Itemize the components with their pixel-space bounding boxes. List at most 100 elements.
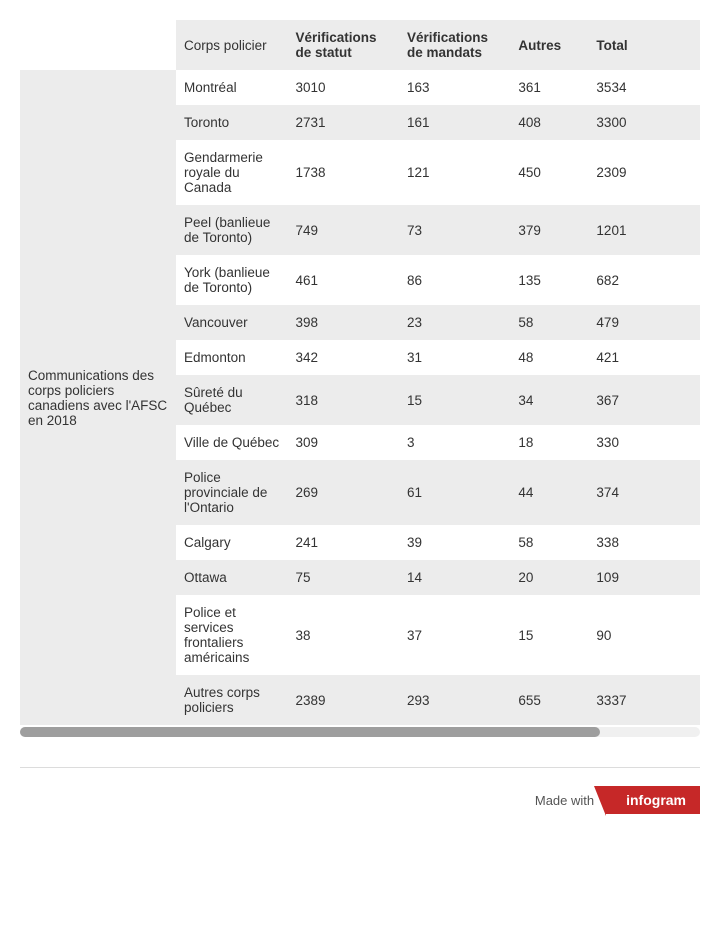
- cell-name: Police provinciale de l'Ontario: [176, 460, 287, 525]
- infogram-badge[interactable]: infogram: [606, 786, 700, 814]
- cell-autres: 655: [510, 675, 588, 725]
- cell-blank: [684, 70, 700, 105]
- cell-mandats: 31: [399, 340, 510, 375]
- table-header-row: Corps policier Vérifications de statut V…: [20, 20, 700, 70]
- cell-blank: [666, 425, 684, 460]
- cell-autres: 20: [510, 560, 588, 595]
- cell-statut: 2389: [288, 675, 399, 725]
- cell-autres: 408: [510, 105, 588, 140]
- cell-total: 479: [588, 305, 666, 340]
- cell-name: Sûreté du Québec: [176, 375, 287, 425]
- cell-mandats: 73: [399, 205, 510, 255]
- cell-statut: 3010: [288, 70, 399, 105]
- cell-blank: [666, 560, 684, 595]
- cell-total: 1201: [588, 205, 666, 255]
- cell-total: 367: [588, 375, 666, 425]
- cell-name: Edmonton: [176, 340, 287, 375]
- cell-blank: [684, 525, 700, 560]
- cell-autres: 58: [510, 525, 588, 560]
- cell-blank: [684, 595, 700, 675]
- cell-blank: [666, 105, 684, 140]
- col-header-blank: [666, 20, 684, 70]
- cell-autres: 361: [510, 70, 588, 105]
- scrollbar-thumb[interactable]: [20, 727, 600, 737]
- col-header-statut: Vérifications de statut: [288, 20, 399, 70]
- cell-mandats: 86: [399, 255, 510, 305]
- cell-blank: [666, 140, 684, 205]
- cell-total: 374: [588, 460, 666, 525]
- cell-name: Police et services frontaliers américain…: [176, 595, 287, 675]
- cell-autres: 15: [510, 595, 588, 675]
- cell-statut: 269: [288, 460, 399, 525]
- col-header-corps: Corps policier: [176, 20, 287, 70]
- cell-autres: 18: [510, 425, 588, 460]
- header-blank: [20, 20, 176, 70]
- cell-mandats: 293: [399, 675, 510, 725]
- cell-mandats: 14: [399, 560, 510, 595]
- cell-blank: [666, 305, 684, 340]
- cell-blank: [666, 340, 684, 375]
- cell-mandats: 15: [399, 375, 510, 425]
- cell-name: Peel (banlieue de Toronto): [176, 205, 287, 255]
- cell-blank: [666, 595, 684, 675]
- cell-statut: 461: [288, 255, 399, 305]
- cell-blank: [666, 205, 684, 255]
- cell-blank: [666, 70, 684, 105]
- cell-statut: 2731: [288, 105, 399, 140]
- cell-name: Ottawa: [176, 560, 287, 595]
- cell-blank: [684, 425, 700, 460]
- cell-autres: 34: [510, 375, 588, 425]
- cell-statut: 342: [288, 340, 399, 375]
- cell-blank: [684, 105, 700, 140]
- cell-mandats: 61: [399, 460, 510, 525]
- cell-blank: [666, 375, 684, 425]
- cell-statut: 318: [288, 375, 399, 425]
- cell-blank: [666, 460, 684, 525]
- cell-blank: [684, 375, 700, 425]
- cell-autres: 44: [510, 460, 588, 525]
- cell-blank: [684, 675, 700, 725]
- cell-blank: [684, 560, 700, 595]
- cell-blank: [666, 675, 684, 725]
- cell-blank: [684, 460, 700, 525]
- cell-mandats: 163: [399, 70, 510, 105]
- cell-blank: [684, 140, 700, 205]
- cell-total: 421: [588, 340, 666, 375]
- cell-statut: 749: [288, 205, 399, 255]
- cell-statut: 38: [288, 595, 399, 675]
- cell-blank: [684, 305, 700, 340]
- side-label: Communications des corps policiers canad…: [20, 70, 176, 725]
- made-with-label: Made with: [535, 793, 594, 808]
- cell-name: York (banlieue de Toronto): [176, 255, 287, 305]
- cell-mandats: 121: [399, 140, 510, 205]
- cell-total: 90: [588, 595, 666, 675]
- cell-name: Montréal: [176, 70, 287, 105]
- cell-mandats: 23: [399, 305, 510, 340]
- cell-total: 109: [588, 560, 666, 595]
- cell-blank: [666, 525, 684, 560]
- divider: [20, 767, 700, 768]
- cell-mandats: 39: [399, 525, 510, 560]
- table-row: Communications des corps policiers canad…: [20, 70, 700, 105]
- cell-name: Calgary: [176, 525, 287, 560]
- cell-statut: 75: [288, 560, 399, 595]
- cell-mandats: 161: [399, 105, 510, 140]
- cell-name: Toronto: [176, 105, 287, 140]
- col-header-mandats: Vérifications de mandats: [399, 20, 510, 70]
- footer: Made with infogram: [20, 786, 700, 814]
- cell-total: 3534: [588, 70, 666, 105]
- cell-blank: [666, 255, 684, 305]
- horizontal-scrollbar[interactable]: [20, 727, 700, 737]
- cell-total: 3337: [588, 675, 666, 725]
- cell-name: Gendarmerie royale du Canada: [176, 140, 287, 205]
- cell-total: 338: [588, 525, 666, 560]
- cell-autres: 48: [510, 340, 588, 375]
- cell-total: 2309: [588, 140, 666, 205]
- cell-autres: 450: [510, 140, 588, 205]
- cell-statut: 398: [288, 305, 399, 340]
- cell-name: Vancouver: [176, 305, 287, 340]
- col-header-total: Total: [588, 20, 666, 70]
- cell-autres: 379: [510, 205, 588, 255]
- cell-blank: [684, 255, 700, 305]
- cell-blank: [684, 205, 700, 255]
